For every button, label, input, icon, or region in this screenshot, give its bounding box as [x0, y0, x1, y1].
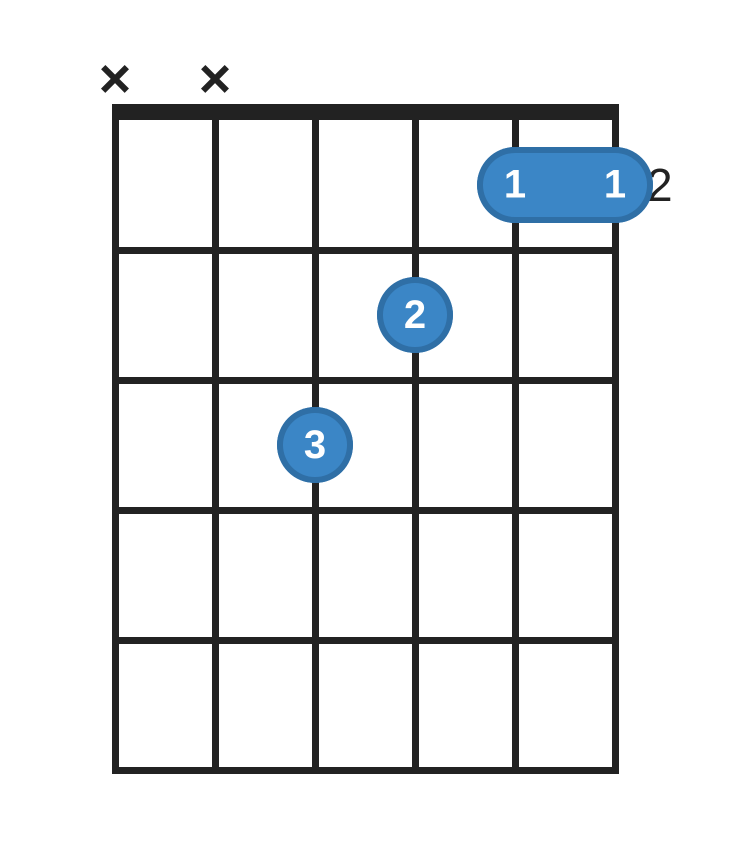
finger-dot: 2	[377, 277, 453, 353]
string-line	[112, 120, 119, 770]
fret-line	[112, 507, 619, 514]
fret-line	[112, 767, 619, 774]
fret-line	[112, 637, 619, 644]
barre-finger-label: 1	[504, 163, 526, 208]
finger-dot: 3	[277, 407, 353, 483]
fret-line	[112, 247, 619, 254]
finger-label: 3	[304, 423, 326, 468]
finger-label: 2	[404, 293, 426, 338]
string-line	[212, 120, 219, 770]
fret-line	[112, 377, 619, 384]
nut	[112, 104, 619, 120]
muted-string-marker: ×	[99, 46, 132, 111]
muted-string-marker: ×	[199, 46, 232, 111]
string-line	[412, 120, 419, 770]
barre-finger-label: 1	[604, 163, 626, 208]
